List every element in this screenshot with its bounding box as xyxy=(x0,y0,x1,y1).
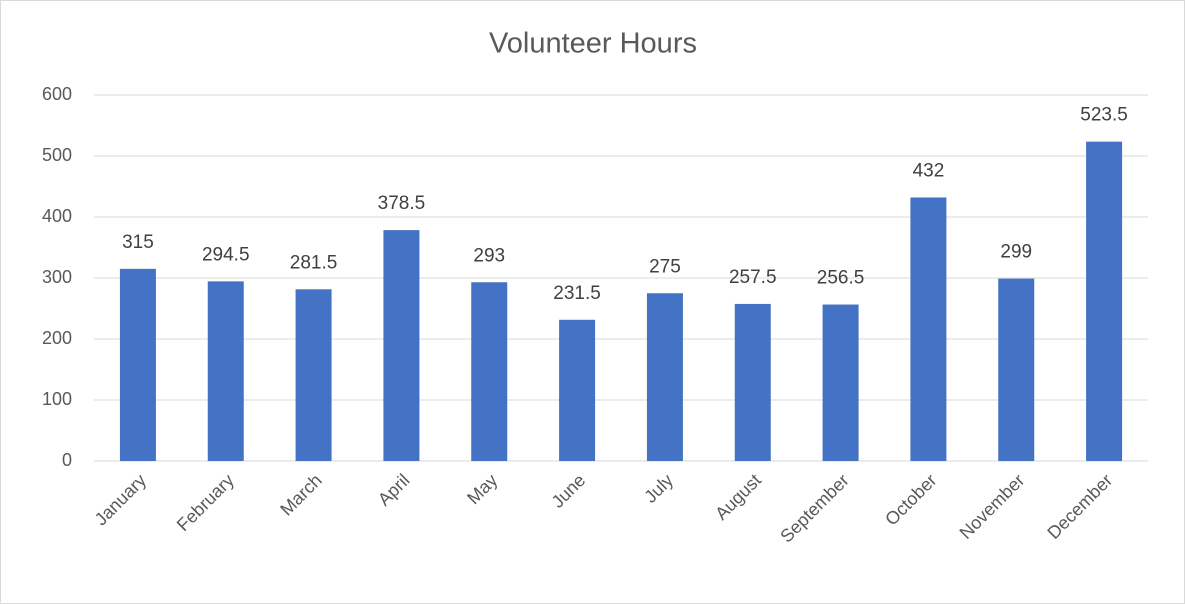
data-label: 231.5 xyxy=(553,283,601,304)
data-label: 299 xyxy=(1000,242,1032,263)
data-label: 315 xyxy=(122,232,154,253)
data-label: 256.5 xyxy=(817,268,865,289)
bar xyxy=(734,303,771,461)
data-label: 432 xyxy=(913,160,945,181)
data-label: 294.5 xyxy=(202,244,250,265)
bar xyxy=(295,289,332,461)
bar xyxy=(1086,141,1123,462)
bar xyxy=(822,304,859,461)
y-tick-label: 600 xyxy=(42,84,72,104)
data-label: 378.5 xyxy=(378,193,426,214)
bar xyxy=(910,197,947,462)
bar xyxy=(207,281,244,461)
bar xyxy=(998,278,1035,461)
y-tick-label: 300 xyxy=(42,267,72,287)
y-tick-label: 0 xyxy=(62,450,72,470)
bar xyxy=(559,319,596,461)
data-label: 293 xyxy=(473,245,505,266)
data-label: 281.5 xyxy=(290,252,338,273)
chart-title: Volunteer Hours xyxy=(489,28,697,60)
data-label: 275 xyxy=(649,256,681,277)
y-tick-label: 100 xyxy=(42,389,72,409)
bar xyxy=(119,268,156,461)
data-label: 523.5 xyxy=(1080,105,1128,126)
data-label: 257.5 xyxy=(729,267,777,288)
y-tick-label: 200 xyxy=(42,328,72,348)
y-tick-label: 400 xyxy=(42,206,72,226)
y-tick-label: 500 xyxy=(42,145,72,165)
bar xyxy=(383,230,420,461)
bar xyxy=(471,282,508,461)
bar xyxy=(646,293,683,461)
